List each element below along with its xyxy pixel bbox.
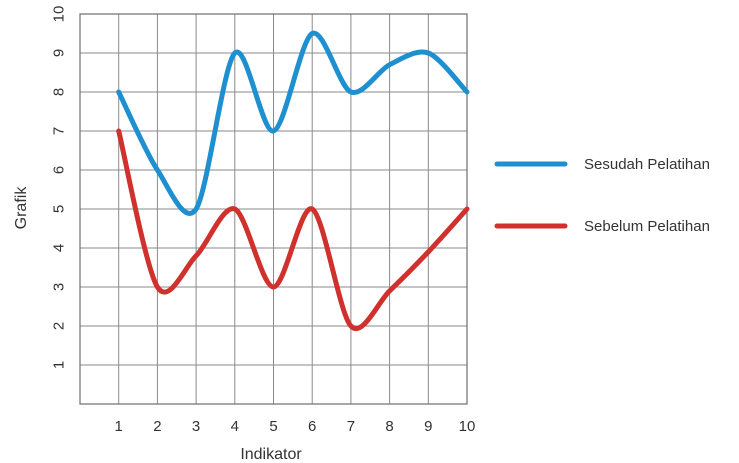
y-tick-label: 4 bbox=[51, 244, 68, 252]
series-line-sesudah bbox=[116, 30, 470, 216]
series-lines bbox=[116, 30, 470, 331]
x-tick-label: 3 bbox=[192, 418, 200, 435]
legend-label: Sesudah Pelatihan bbox=[584, 156, 710, 173]
y-tick-label: 6 bbox=[51, 166, 68, 174]
tick-labels: 1 2 3 4 5 6 7 8 9 10 1 2 3 4 5 6 7 8 9 10 bbox=[51, 6, 476, 435]
x-tick-label: 4 bbox=[231, 418, 239, 435]
y-tick-label: 1 bbox=[51, 361, 68, 369]
x-tick-label: 5 bbox=[269, 418, 277, 435]
y-tick-label: 10 bbox=[51, 6, 68, 23]
x-axis-label: Indikator bbox=[240, 446, 302, 463]
y-tick-label: 3 bbox=[51, 283, 68, 291]
y-tick-label: 7 bbox=[51, 127, 68, 135]
x-tick-label: 6 bbox=[308, 418, 316, 435]
legend-label: Sebelum Pelatihan bbox=[584, 218, 710, 235]
x-tick-label: 2 bbox=[153, 418, 161, 435]
x-tick-label: 10 bbox=[459, 418, 476, 435]
x-tick-label: 8 bbox=[385, 418, 393, 435]
y-tick-label: 5 bbox=[51, 205, 68, 213]
y-axis-label: Grafik bbox=[13, 186, 30, 230]
y-tick-label: 8 bbox=[51, 88, 68, 96]
x-tick-label: 9 bbox=[424, 418, 432, 435]
series-line-sebelum bbox=[116, 128, 470, 331]
y-tick-label: 2 bbox=[51, 322, 68, 330]
y-tick-label: 9 bbox=[51, 49, 68, 57]
legend: Sesudah Pelatihan Sebelum Pelatihan bbox=[494, 156, 710, 235]
x-tick-label: 7 bbox=[347, 418, 355, 435]
x-tick-label: 1 bbox=[115, 418, 123, 435]
